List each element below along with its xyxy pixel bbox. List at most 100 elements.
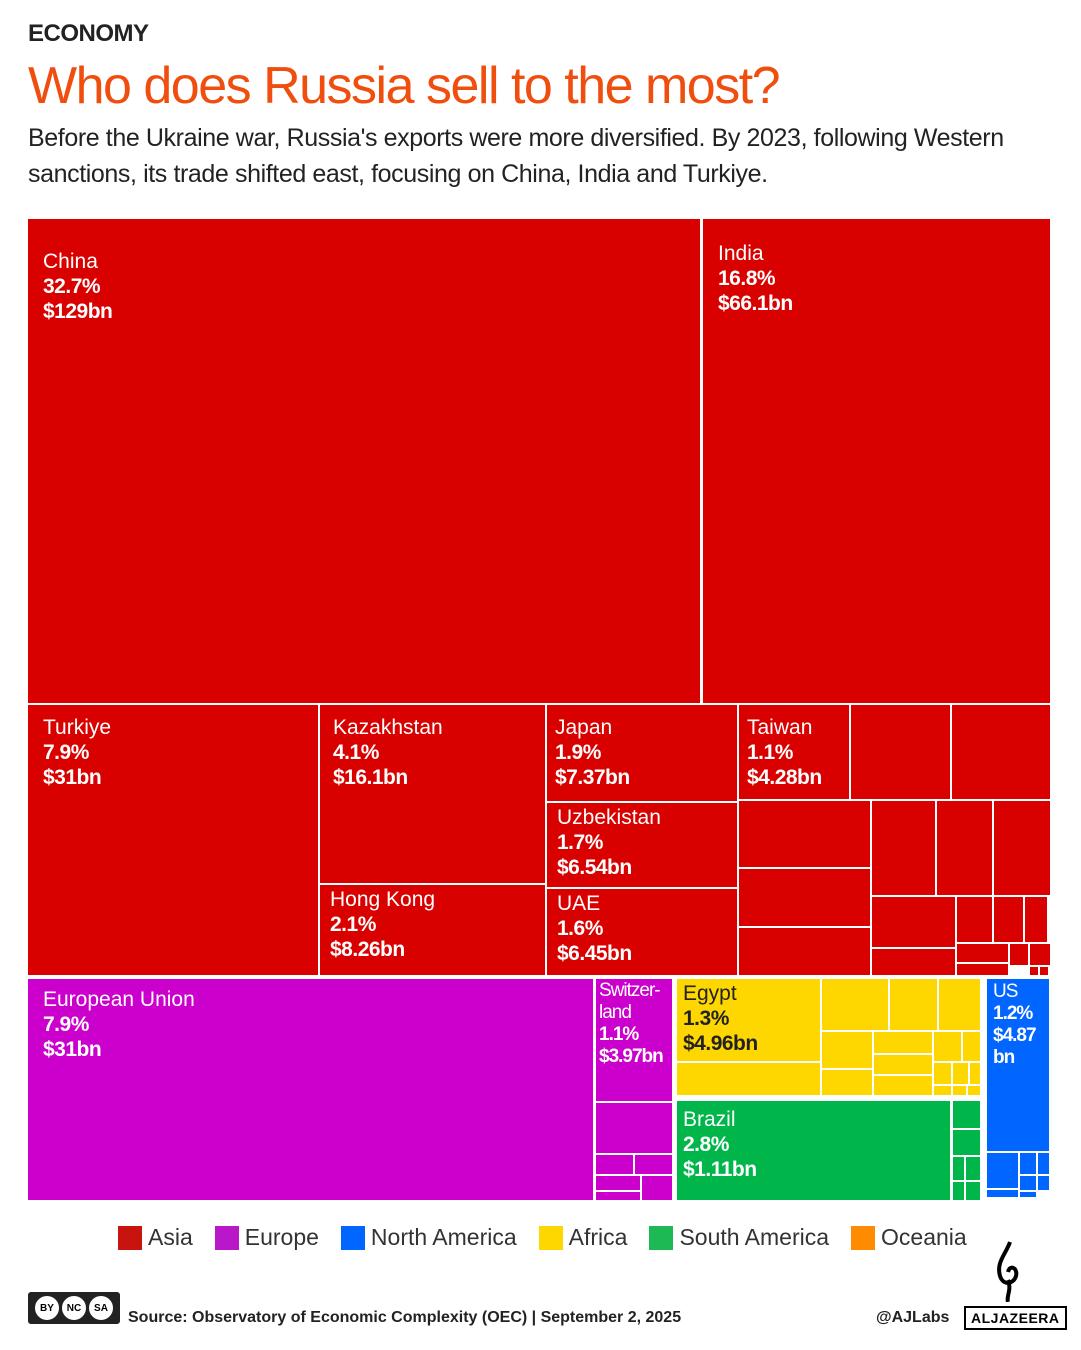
treemap-cell-unlabeled-asia — [957, 944, 1008, 962]
cell-country-name: Japan — [555, 716, 613, 739]
cell-share: 1.9% — [555, 741, 601, 764]
cell-value: $4.87 bn — [993, 1025, 1037, 1068]
treemap-cell-unlabeled-south-america — [966, 1182, 980, 1200]
legend: Asia Europe North America Africa South A… — [118, 1224, 967, 1251]
cell-country-name: Uzbekistan — [557, 806, 661, 829]
page-subtitle: Before the Ukraine war, Russia's exports… — [28, 124, 1004, 188]
legend-swatch — [118, 1225, 142, 1250]
legend-swatch — [649, 1225, 674, 1250]
treemap-cell-unlabeled-asia — [739, 869, 870, 926]
cell-country-name: Taiwan — [747, 716, 813, 739]
treemap-cell-unlabeled-europe — [635, 1155, 672, 1174]
cell-share: 1.2% — [993, 1003, 1033, 1024]
cell-country-name: Egypt — [683, 982, 737, 1005]
legend-item-asia: Asia — [118, 1224, 193, 1251]
treemap-cell-unlabeled-south-america — [953, 1130, 980, 1155]
treemap-cell-unlabeled-asia — [1030, 944, 1050, 965]
cell-value: $1.11bn — [683, 1158, 757, 1181]
treemap-cell-unlabeled-europe — [596, 1103, 672, 1153]
legend-item-north-america: North America — [340, 1224, 517, 1251]
treemap-cell-unlabeled-africa — [822, 1032, 872, 1068]
aj-labs-handle: @AJLabs — [876, 1309, 950, 1326]
treemap-cell-unlabeled-north-america — [1020, 1176, 1036, 1190]
treemap-cell-india: India 16.8% $66.1bn — [703, 219, 1050, 703]
cell-share: 7.9% — [43, 741, 89, 764]
treemap-cell-brazil: Brazil 2.8% $1.11bn — [677, 1101, 950, 1200]
treemap-cell-unlabeled-north-america — [1038, 1153, 1049, 1174]
treemap-cell-unlabeled-asia — [952, 705, 1050, 799]
treemap-cell-unlabeled-north-america — [987, 1153, 1018, 1188]
treemap-cell-unlabeled-africa — [934, 1086, 951, 1095]
treemap-cell-unlabeled-africa — [874, 1055, 932, 1074]
treemap-cell-unlabeled-asia — [994, 801, 1050, 895]
legend-item-oceania: Oceania — [851, 1224, 967, 1251]
treemap-cell-unlabeled-asia — [937, 801, 992, 895]
legend-item-europe: Europe — [214, 1224, 319, 1251]
treemap-cell-unlabeled-asia — [851, 705, 950, 799]
cell-value: $8.26bn — [330, 938, 405, 961]
cell-country-name: UAE — [557, 892, 601, 915]
treemap-cell-unlabeled-asia — [739, 928, 870, 975]
footer: BY NC SA Source: Observatory of Economic… — [28, 1292, 1067, 1332]
treemap-cell-unlabeled-africa — [970, 1063, 980, 1084]
cell-country-name: Hong Kong — [330, 888, 436, 911]
treemap-cell-unlabeled-asia — [872, 897, 955, 947]
cell-share: 7.9% — [43, 1013, 89, 1036]
legend-swatch — [538, 1225, 563, 1250]
treemap-cell-unlabeled-africa — [874, 1032, 932, 1053]
cell-value: $7.37bn — [555, 766, 630, 789]
treemap-cell-unlabeled-europe — [596, 1192, 640, 1200]
treemap-cell-unlabeled-south-america — [953, 1101, 980, 1128]
aljazeera-logo: ALJAZEERA — [964, 1306, 1067, 1330]
cell-share: 2.1% — [330, 913, 376, 936]
treemap-cell-unlabeled-south-america — [966, 1157, 980, 1180]
treemap-cell-unlabeled-north-america — [987, 1190, 1018, 1197]
legend-item-africa: Africa — [538, 1224, 628, 1251]
treemap-cell-unlabeled-africa — [939, 979, 980, 1030]
treemap-cell-kazakhstan: Kazakhstan 4.1% $16.1bn — [320, 705, 545, 883]
treemap-cell-unlabeled-europe — [596, 1155, 633, 1174]
treemap-cell-unlabeled-africa — [822, 1070, 872, 1095]
legend-item-south-america: South America — [649, 1224, 829, 1251]
treemap-cell-unlabeled-africa — [677, 1063, 820, 1095]
cell-share: 1.6% — [557, 917, 603, 940]
treemap-cell-taiwan: Taiwan 1.1% $4.28bn — [739, 705, 849, 799]
treemap-cell-unlabeled-south-america — [953, 1157, 964, 1180]
treemap-cell-egypt: Egypt 1.3% $4.96bn — [677, 979, 820, 1061]
cell-country-name: Kazakhstan — [333, 716, 443, 739]
treemap-cell-unlabeled-asia — [1040, 967, 1048, 975]
treemap-cell-uzbekistan: Uzbekistan 1.7% $6.54bn — [547, 803, 737, 887]
treemap-cell-unlabeled-asia — [1025, 897, 1047, 942]
cc-nc-icon: NC — [62, 1296, 86, 1320]
treemap-cell-unlabeled-africa — [934, 1063, 951, 1084]
treemap-cell-european-union: European Union 7.9% $31bn — [28, 979, 593, 1200]
treemap-cell-unlabeled-africa — [934, 1032, 961, 1061]
treemap-cell-unlabeled-africa — [953, 1086, 966, 1095]
cell-country-name: European Union — [43, 988, 195, 1011]
cell-share: 1.1% — [599, 1024, 639, 1045]
treemap-cell-unlabeled-africa — [968, 1086, 980, 1095]
legend-label: Africa — [568, 1224, 628, 1250]
treemap-cell-china: China 32.7% $129bn — [28, 219, 700, 703]
legend-swatch — [340, 1225, 365, 1250]
treemap-cell-unlabeled-asia — [1010, 944, 1028, 965]
section-kicker: ECONOMY — [28, 20, 149, 47]
treemap-cell-unlabeled-asia — [872, 801, 935, 895]
cell-country-name: India — [718, 242, 764, 265]
cell-country-name: Switzer- land — [599, 980, 661, 1023]
cell-value: $3.97bn — [599, 1046, 664, 1067]
creative-commons-license-badge: BY NC SA — [28, 1292, 120, 1324]
aljazeera-calligraphy-logo — [997, 1241, 1019, 1302]
treemap-cell-unlabeled-africa — [953, 1063, 968, 1084]
legend-label: South America — [679, 1224, 830, 1250]
treemap-cell-unlabeled-europe — [596, 1176, 640, 1190]
treemap-cell-unlabeled-asia — [1030, 967, 1038, 975]
treemap-cell-unlabeled-europe — [642, 1176, 672, 1200]
treemap-cell-uae: UAE 1.6% $6.45bn — [547, 889, 737, 975]
treemap-cell-unlabeled-south-america — [953, 1182, 964, 1200]
treemap-cell-unlabeled-asia — [994, 897, 1023, 942]
cell-value: $6.45bn — [557, 942, 632, 965]
cell-value: $16.1bn — [333, 766, 408, 789]
treemap-cell-unlabeled-north-america — [1020, 1192, 1036, 1197]
